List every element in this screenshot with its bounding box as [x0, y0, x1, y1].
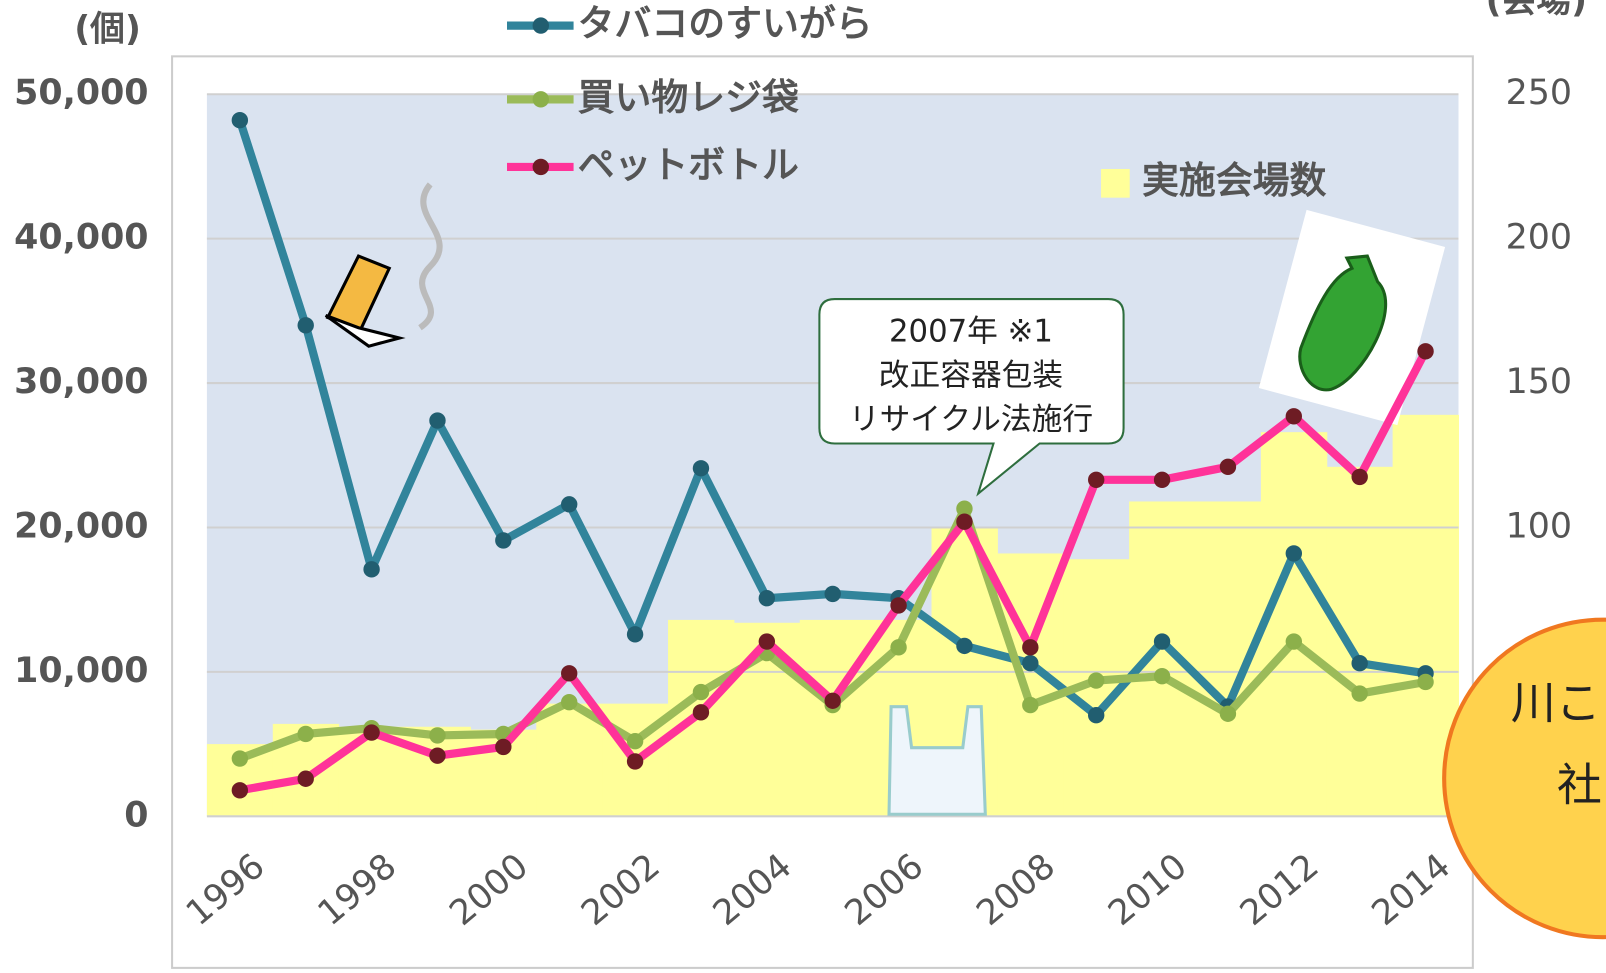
series-marker	[1286, 633, 1302, 649]
series-marker	[759, 590, 775, 606]
series-marker	[429, 412, 445, 428]
series-marker	[429, 727, 445, 743]
series-marker	[561, 665, 577, 681]
y-axis-label: (個)	[74, 10, 141, 50]
legend-marker	[533, 159, 549, 175]
series-marker	[495, 532, 511, 548]
y2-tick-label: 200	[1506, 218, 1572, 258]
y-tick-label: 40,000	[14, 218, 148, 258]
y2-tick-label: 250	[1506, 73, 1572, 113]
y2-tick-label: 150	[1506, 362, 1572, 402]
series-marker	[1154, 472, 1170, 488]
badge-text: 川こ	[1511, 677, 1601, 730]
series-marker	[1088, 472, 1104, 488]
series-marker	[1154, 633, 1170, 649]
series-marker	[627, 753, 643, 769]
annotation: リサイクル法施行	[849, 401, 1093, 437]
legend-marker	[533, 91, 549, 107]
series-marker	[232, 782, 248, 798]
y-tick-label: 50,000	[14, 73, 148, 113]
y-tick-label: 30,000	[14, 362, 148, 402]
series-marker	[825, 693, 841, 709]
venue-area	[1327, 467, 1393, 816]
series-marker	[298, 726, 314, 742]
series-marker	[1022, 639, 1038, 655]
series-marker	[232, 112, 248, 128]
series-marker	[1417, 343, 1433, 359]
legend-swatch	[1101, 169, 1130, 198]
legend-marker	[533, 17, 549, 33]
annotation: 2007年 ※1	[889, 313, 1053, 349]
series-marker	[693, 684, 709, 700]
y-tick-label: 0	[124, 795, 148, 835]
series-marker	[627, 626, 643, 642]
series-marker	[890, 597, 906, 613]
series-marker	[495, 739, 511, 755]
series-marker	[1351, 655, 1367, 671]
chart: (個) (会場) 2007年 ※1 改正容器包装 リサイクル法施行 タバコのすい…	[0, 0, 1606, 973]
series-marker	[1088, 672, 1104, 688]
series-marker	[1022, 697, 1038, 713]
series-marker	[561, 694, 577, 710]
series-marker	[1417, 674, 1433, 690]
venue-area	[1261, 432, 1327, 816]
y2-tick-label: 100	[1506, 506, 1572, 546]
series-marker	[1022, 655, 1038, 671]
series-marker	[956, 638, 972, 654]
series-marker	[1220, 706, 1236, 722]
series-marker	[1088, 707, 1104, 723]
series-marker	[298, 771, 314, 787]
y-tick-label: 10,000	[14, 651, 148, 691]
venue-area	[1129, 501, 1195, 816]
badge-text: 社	[1557, 759, 1602, 812]
y2-axis-label: (会場)	[1486, 0, 1587, 21]
series-marker	[561, 496, 577, 512]
annotation: 改正容器包装	[879, 357, 1063, 393]
legend-label: ペットボトル	[578, 143, 799, 186]
series-marker	[1286, 545, 1302, 561]
y-tick-label: 20,000	[14, 506, 148, 546]
legend-label: 実施会場数	[1142, 159, 1326, 202]
series-marker	[1220, 459, 1236, 475]
series-marker	[956, 513, 972, 529]
series-marker	[1154, 668, 1170, 684]
venue-area	[800, 620, 866, 816]
series-marker	[693, 460, 709, 476]
series-marker	[1351, 469, 1367, 485]
series-marker	[890, 639, 906, 655]
series-marker	[298, 317, 314, 333]
series-marker	[759, 633, 775, 649]
series-marker	[825, 586, 841, 602]
series-marker	[232, 750, 248, 766]
legend-label: 買い物レジ袋	[578, 76, 799, 119]
series-marker	[1286, 408, 1302, 424]
series-marker	[363, 724, 379, 740]
legend-label: タバコのすいがら	[578, 2, 873, 45]
series-marker	[363, 561, 379, 577]
series-marker	[429, 747, 445, 763]
series-marker	[1351, 685, 1367, 701]
series-marker	[693, 704, 709, 720]
